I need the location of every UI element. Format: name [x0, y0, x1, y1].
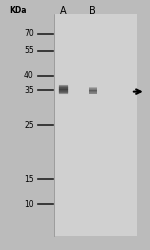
Text: 15: 15: [24, 175, 34, 184]
Text: B: B: [89, 6, 96, 16]
FancyBboxPatch shape: [54, 14, 137, 236]
Text: 40: 40: [24, 71, 34, 80]
Text: 70: 70: [24, 29, 34, 38]
Text: 25: 25: [24, 120, 34, 130]
Text: 10: 10: [24, 200, 34, 208]
Text: KDa: KDa: [9, 6, 26, 15]
Text: 55: 55: [24, 46, 34, 55]
Text: 35: 35: [24, 86, 34, 95]
Text: A: A: [60, 6, 67, 16]
